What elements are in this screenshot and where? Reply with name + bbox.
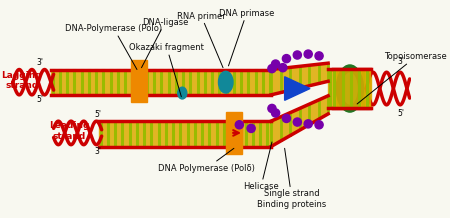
Circle shape [282, 54, 291, 63]
Bar [130, 60, 147, 102]
Text: Single strand
Binding proteins: Single strand Binding proteins [257, 148, 327, 209]
Circle shape [268, 65, 276, 73]
Circle shape [282, 114, 291, 123]
Circle shape [247, 124, 255, 133]
Text: 5': 5' [36, 95, 43, 104]
Circle shape [268, 104, 276, 112]
Circle shape [304, 50, 312, 58]
Circle shape [315, 52, 323, 60]
Bar [226, 112, 242, 154]
Ellipse shape [336, 65, 364, 112]
Text: 3': 3' [397, 57, 404, 66]
Ellipse shape [342, 73, 357, 104]
Circle shape [315, 121, 323, 129]
Circle shape [279, 64, 287, 72]
Text: DNA-Polymerase (Polo): DNA-Polymerase (Polo) [65, 24, 162, 70]
Text: 5': 5' [397, 109, 404, 118]
Text: 3': 3' [36, 58, 43, 67]
Text: Topoisomerase: Topoisomerase [357, 52, 447, 104]
Text: RNA primer: RNA primer [177, 12, 225, 68]
Text: 3': 3' [94, 147, 101, 156]
Ellipse shape [219, 71, 233, 93]
Text: DNA-ligase: DNA-ligase [141, 18, 188, 68]
Text: Leading
strand: Leading strand [49, 121, 89, 141]
Text: Helicase: Helicase [243, 142, 279, 191]
Text: 5': 5' [94, 110, 101, 119]
Text: DNA primase: DNA primase [219, 9, 274, 66]
Text: Lagging
strand: Lagging strand [2, 71, 42, 90]
Circle shape [293, 51, 302, 59]
Circle shape [293, 118, 302, 126]
Circle shape [271, 60, 279, 68]
Polygon shape [285, 77, 310, 100]
Ellipse shape [178, 87, 187, 99]
Circle shape [271, 109, 279, 117]
Circle shape [304, 120, 312, 128]
Text: DNA Polymerase (Polδ): DNA Polymerase (Polδ) [158, 148, 255, 173]
Circle shape [235, 121, 243, 129]
Polygon shape [271, 96, 328, 146]
Text: Okazaki fragment: Okazaki fragment [130, 43, 204, 97]
Polygon shape [271, 63, 328, 95]
